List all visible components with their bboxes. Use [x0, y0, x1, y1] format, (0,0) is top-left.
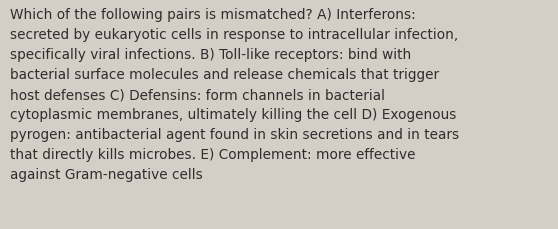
Text: Which of the following pairs is mismatched? A) Interferons:
secreted by eukaryot: Which of the following pairs is mismatch… [10, 8, 459, 182]
